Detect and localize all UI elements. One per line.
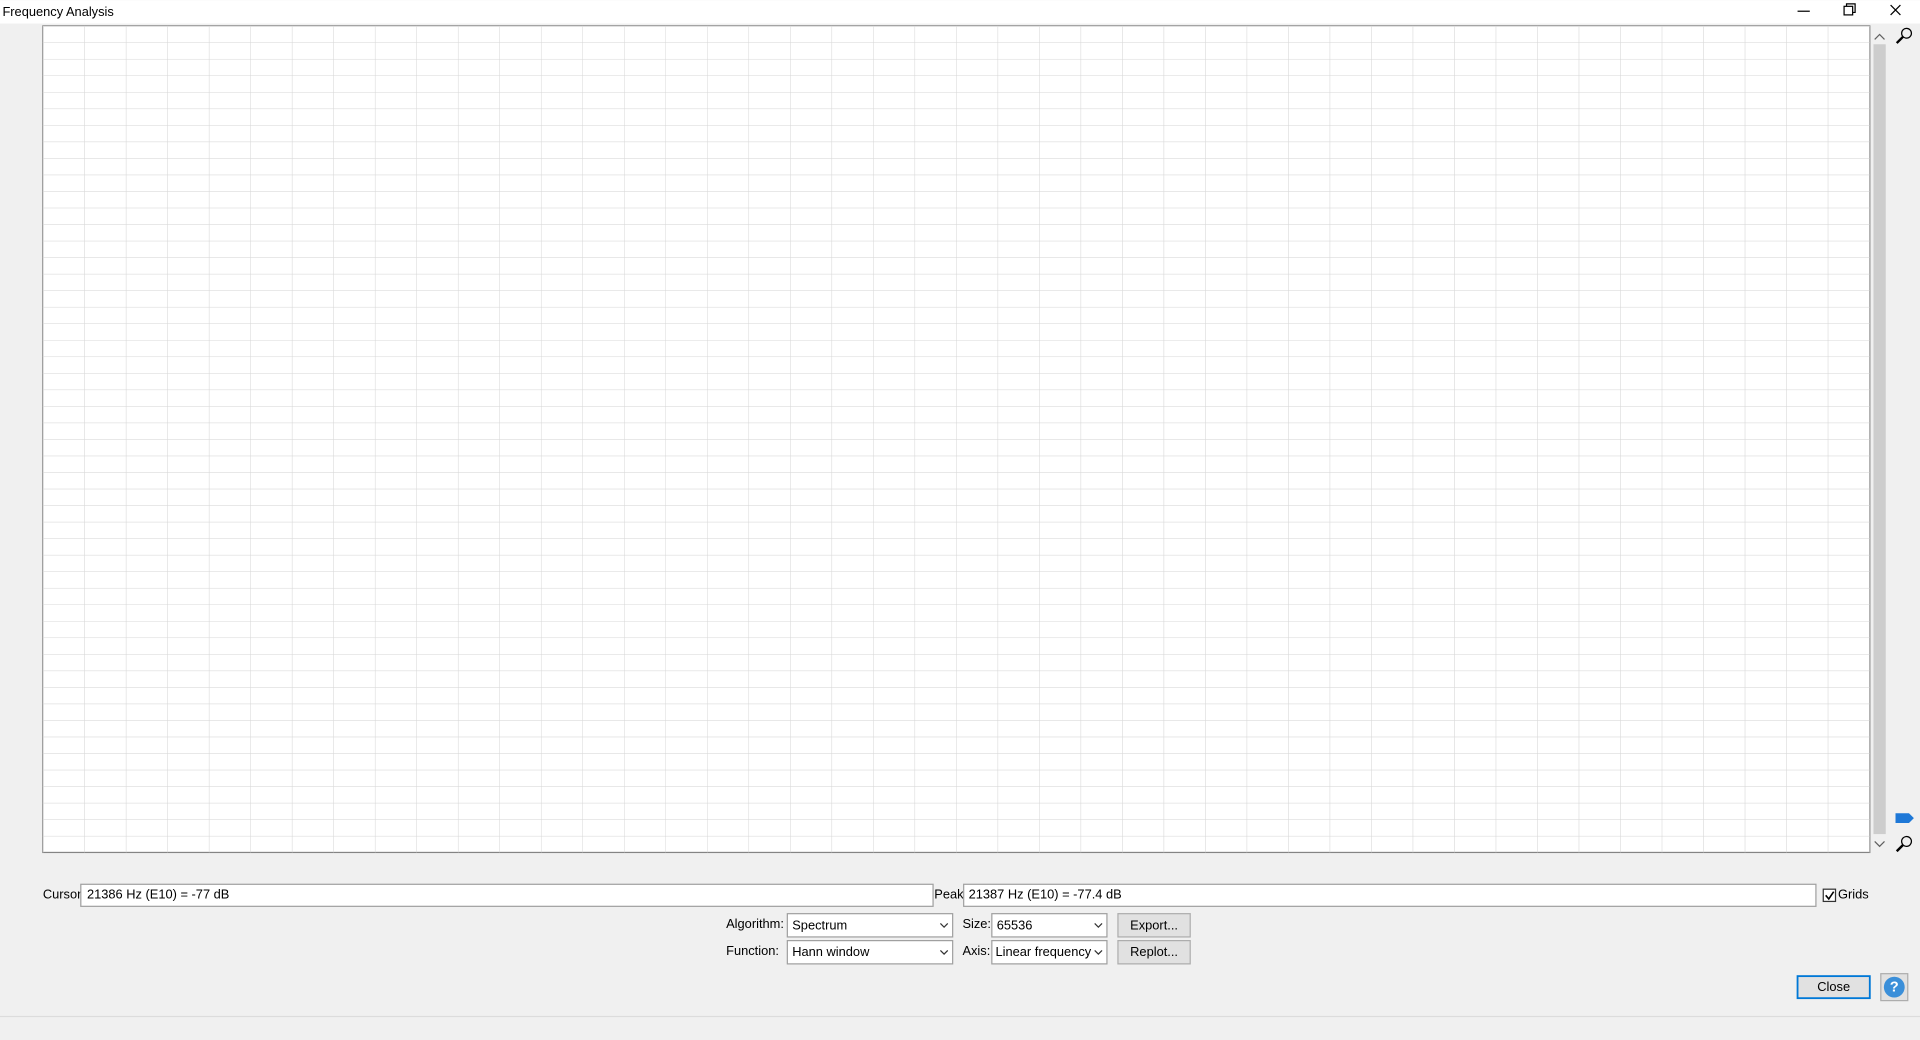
zoom-in-icon[interactable]	[1895, 27, 1913, 44]
grids-checkmark	[1825, 891, 1835, 901]
window-title: Frequency Analysis	[2, 4, 113, 19]
grids-checkbox[interactable]	[1822, 888, 1837, 903]
cursor-label: Cursor:	[43, 887, 85, 902]
axis-value: Linear frequency	[996, 944, 1092, 959]
replot-button[interactable]	[1117, 940, 1191, 965]
scroll-up[interactable]	[1874, 33, 1885, 40]
export-button-label: Export...	[1130, 917, 1178, 932]
function-label: Function:	[726, 943, 779, 958]
algorithm-label: Algorithm:	[726, 916, 784, 931]
function-value: Hann window	[792, 944, 870, 959]
replot-button-label: Replot...	[1130, 944, 1178, 959]
size-select[interactable]	[991, 913, 1108, 938]
peak-value: 21387 Hz (E10) = -77.4 dB	[969, 887, 1122, 902]
help-button[interactable]: ?	[1880, 973, 1909, 1002]
peak-label: Peak:	[934, 887, 967, 902]
dropdown-arrow	[939, 923, 949, 929]
dropdown-arrow	[1094, 923, 1103, 929]
size-label: Size:	[962, 916, 991, 931]
zoom-slider[interactable]	[1895, 813, 1914, 824]
close-button-label: Close	[1817, 979, 1850, 994]
axis-select[interactable]	[991, 940, 1108, 965]
algorithm-value: Spectrum	[792, 917, 847, 932]
algorithm-select[interactable]	[786, 913, 954, 938]
size-value: 65536	[997, 917, 1033, 932]
grids-label: Grids	[1838, 887, 1869, 902]
cursor-value: 21386 Hz (E10) = -77 dB	[87, 887, 229, 902]
scroll-thumb[interactable]	[1873, 44, 1886, 835]
title-bar	[0, 0, 1920, 24]
dropdown-arrow	[1094, 949, 1103, 955]
close-window-button[interactable]	[1890, 4, 1901, 16]
function-select[interactable]	[786, 940, 954, 965]
cursor-field	[80, 883, 934, 907]
zoom-out-icon[interactable]	[1895, 835, 1913, 853]
restore-button[interactable]	[1843, 3, 1856, 16]
peak-field	[963, 883, 1817, 907]
close-button[interactable]	[1796, 975, 1871, 1000]
export-button[interactable]	[1117, 913, 1191, 938]
axis-label: Axis:	[962, 943, 990, 958]
svg-text:?: ?	[1890, 980, 1899, 996]
scroll-down[interactable]	[1874, 840, 1885, 848]
minor-grid-overlay	[42, 25, 1870, 853]
dropdown-arrow	[939, 949, 949, 955]
